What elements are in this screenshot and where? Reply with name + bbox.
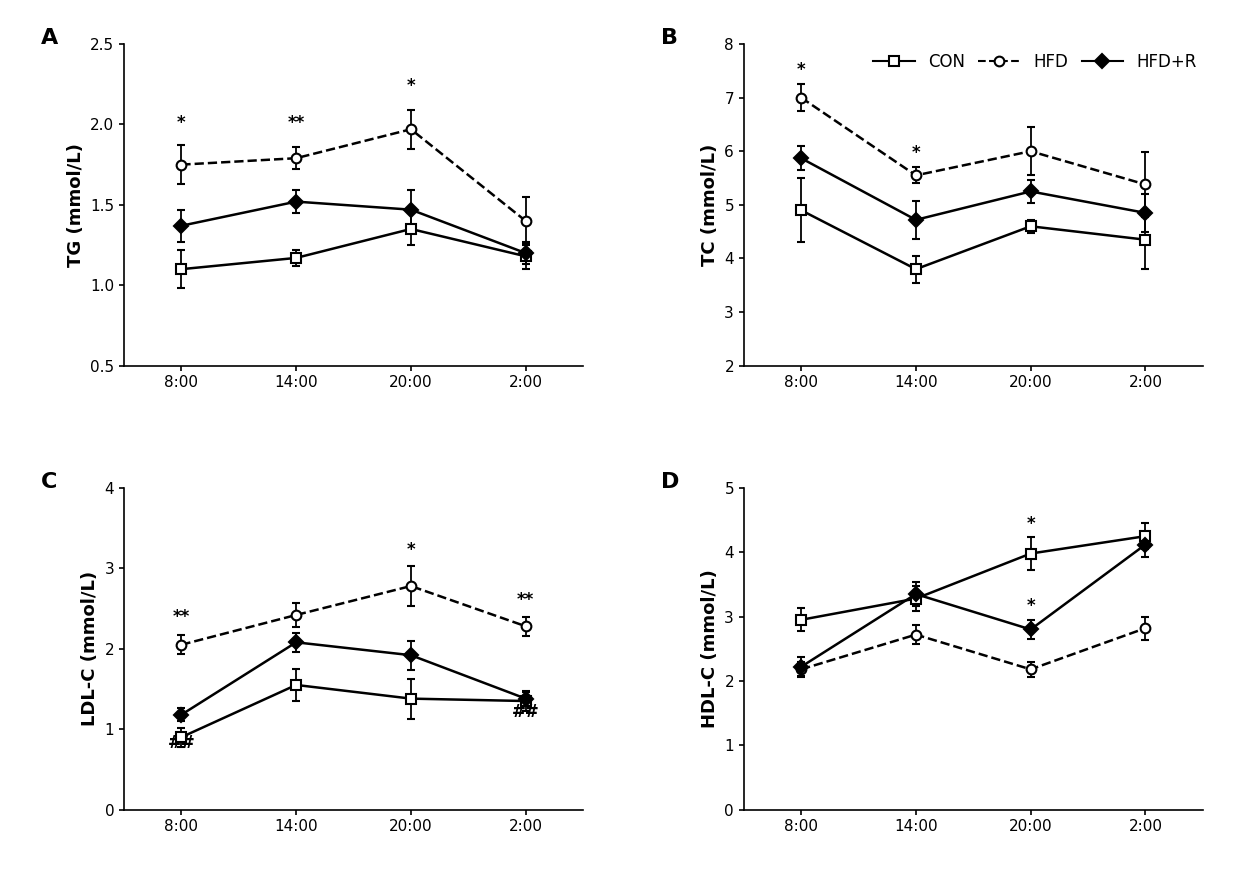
Text: C: C bbox=[41, 472, 58, 492]
Legend: CON, HFD, HFD+R: CON, HFD, HFD+R bbox=[867, 46, 1204, 77]
Y-axis label: TC (mmol/L): TC (mmol/L) bbox=[701, 143, 719, 266]
Text: ##: ## bbox=[167, 734, 195, 752]
Text: **: ** bbox=[517, 590, 534, 609]
Text: *: * bbox=[407, 77, 415, 95]
Text: B: B bbox=[661, 28, 678, 48]
Text: *: * bbox=[911, 144, 920, 162]
Y-axis label: TG (mmol/L): TG (mmol/L) bbox=[67, 143, 84, 267]
Text: *: * bbox=[797, 61, 806, 79]
Text: *: * bbox=[407, 540, 415, 559]
Text: **: ** bbox=[172, 608, 190, 627]
Text: A: A bbox=[41, 28, 58, 48]
Text: *: * bbox=[177, 114, 186, 133]
Y-axis label: LDL-C (mmol/L): LDL-C (mmol/L) bbox=[81, 571, 99, 726]
Text: ##: ## bbox=[512, 703, 539, 721]
Text: **: ** bbox=[288, 114, 305, 133]
Y-axis label: HDL-C (mmol/L): HDL-C (mmol/L) bbox=[701, 569, 719, 728]
Text: *: * bbox=[1027, 598, 1035, 615]
Text: D: D bbox=[661, 472, 680, 492]
Text: *: * bbox=[1027, 515, 1035, 533]
